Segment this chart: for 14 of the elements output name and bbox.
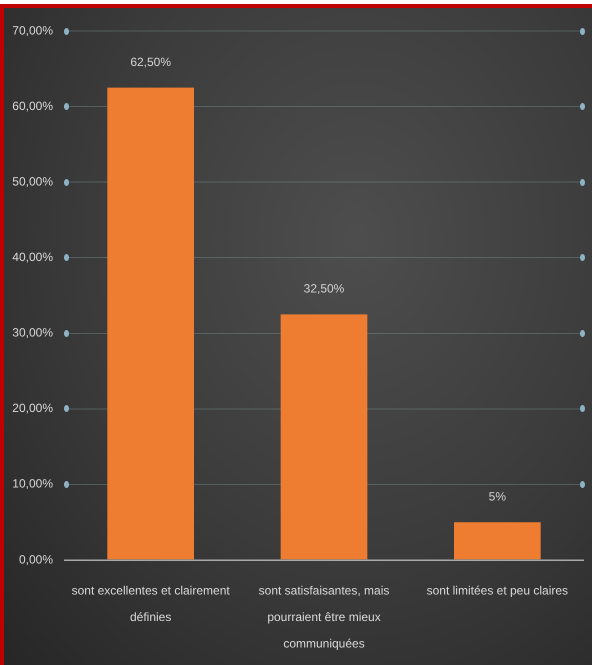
data-label: 62,50%: [130, 54, 172, 69]
data-label: 5%: [488, 490, 506, 504]
y-tick-label: 10,00%: [12, 476, 54, 491]
y-tick-label: 30,00%: [12, 326, 54, 340]
x-tick-label: sont satisfaisantes, mais pourraient être mieux communiquées: [258, 584, 390, 650]
y-tick-label: 60,00%: [12, 98, 54, 113]
x-tick-label: sont excellentes et clairement définies: [72, 584, 230, 624]
y-tick-label: 20,00%: [12, 401, 54, 416]
x-tick-label: sont limitées et peu claires: [426, 584, 568, 598]
y-tick-label: 70,00%: [12, 23, 54, 38]
y-tick-label: 40,00%: [12, 250, 54, 264]
y-tick-label: 0,00%: [18, 552, 54, 566]
y-tick-label: 50,00%: [12, 174, 54, 188]
data-label: 32,50%: [304, 282, 345, 296]
